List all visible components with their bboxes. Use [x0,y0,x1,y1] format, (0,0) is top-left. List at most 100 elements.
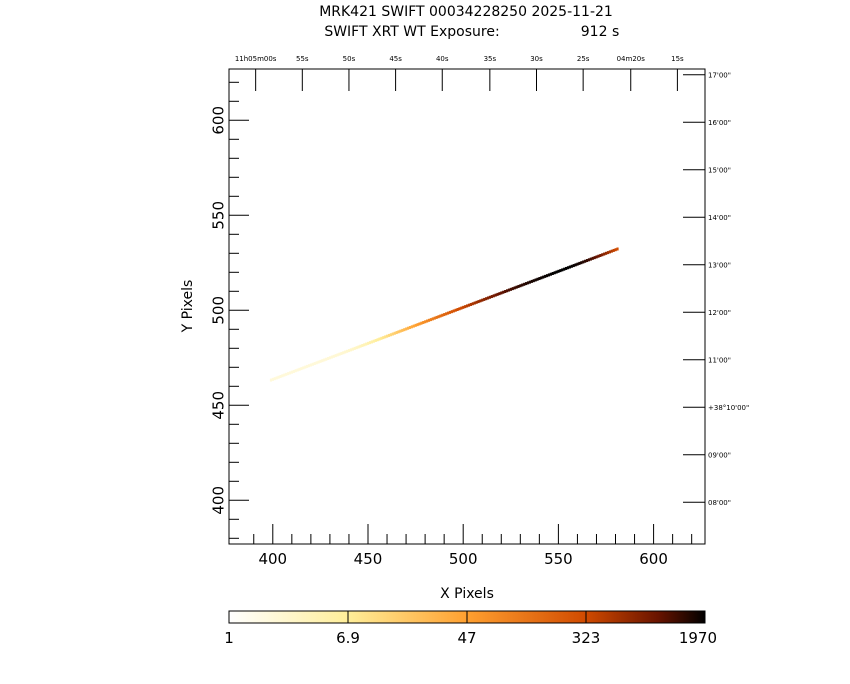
streak-pixel [507,288,511,292]
streak-pixel [557,269,560,273]
ra-tick-label: 11h05m00s [235,55,277,63]
streak-pixel [454,308,457,312]
streak-pixel [361,344,364,348]
streak-pixel [563,267,566,271]
streak-pixel [587,258,591,262]
streak-pixel [327,356,330,360]
streak-pixel [494,293,497,297]
streak-pixel [323,358,326,362]
streak-pixel [403,328,406,332]
streak-pixel [477,300,480,304]
streak-pixel [269,378,273,382]
streak-pixel [307,364,311,368]
streak-pixel [445,312,448,316]
streak-pixel [561,268,564,272]
streak-pixel [336,353,339,357]
streak-pixel [395,331,398,335]
streak-pixel [277,375,280,379]
streak-pixel [608,250,611,254]
streak-pixel [349,348,353,352]
streak-pixel [279,374,282,378]
streak-pixel [311,362,314,366]
y-tick-label: 600 [210,106,228,135]
ra-tick-label: 30s [530,55,543,63]
streak-pixel [340,351,343,355]
streak-pixel [576,262,579,266]
y-tick-label: 400 [210,486,228,515]
streak-pixel [359,344,362,348]
x-tick-label: 500 [449,550,478,568]
streak-pixel [593,256,596,260]
ra-tick-label: 35s [484,55,497,63]
colorbar-ticks: 1 6.9 47 323 1970 [224,611,717,647]
streak-pixel [525,282,528,286]
dec-tick-label: 11'00" [708,357,731,365]
streak-pixel [500,291,503,295]
streak-pixel [426,319,429,323]
streak-pixel [456,308,459,312]
streak-pixel [408,326,412,330]
dec-tick-label: 12'00" [708,309,731,317]
streak-pixel [565,266,568,270]
streak-pixel [290,370,294,374]
streak-pixel [422,320,425,324]
y-tick-label: 550 [210,201,228,230]
streak-pixel [523,282,526,286]
chart-title: MRK421 SWIFT 00034228250 2025-11-21 [319,4,613,20]
streak-pixel [572,264,575,268]
streak-pixel [391,332,394,336]
streak-pixel [502,290,505,294]
streak-pixel [545,274,549,278]
streak-pixel [374,338,377,342]
source-streak [269,247,619,382]
chart-subtitle-value: 912 s [581,24,619,40]
streak-pixel [330,355,334,359]
streak-pixel [606,251,610,255]
chart-subtitle-prefix: SWIFT XRT WT Exposure: [324,24,499,40]
streak-pixel [486,296,490,300]
streak-pixel [441,313,444,317]
streak-pixel [604,251,608,255]
streak-pixel [485,297,488,301]
streak-pixel [446,311,450,315]
streak-pixel [347,349,351,353]
streak-pixel [599,253,602,257]
streak-pixel [488,295,492,299]
streak-pixel [467,303,471,307]
streak-pixel [372,339,375,343]
streak-pixel [281,374,284,378]
streak-pixel [584,259,587,263]
streak-pixel [406,326,410,330]
streak-pixel [309,363,313,367]
dec-tick-label: 13'00" [708,262,731,270]
streak-pixel [610,249,613,253]
streak-pixel [544,274,547,278]
y-tick-label: 500 [210,296,228,325]
streak-pixel [528,280,532,284]
streak-pixel [448,310,452,314]
streak-pixel [405,327,408,331]
streak-pixel [553,271,556,275]
x-tick-label: 600 [639,550,668,568]
streak-pixel [414,323,417,327]
ra-tick-label: 40s [436,55,449,63]
streak-pixel [616,247,619,251]
streak-pixel [542,275,545,279]
streak-pixel [534,278,537,282]
streak-pixel [397,330,400,334]
streak-pixel [378,337,381,341]
streak-pixel [273,377,276,381]
streak-pixel [597,254,600,258]
streak-pixel [393,331,396,335]
streak-pixel [410,325,413,329]
x-axis-label: X Pixels [440,586,494,602]
x-tick-label: 550 [544,550,573,568]
streak-pixel [384,335,387,339]
streak-pixel [589,257,592,261]
streak-pixel [416,323,419,327]
streak-pixel [515,285,518,289]
streak-pixel [464,305,467,309]
streak-pixel [429,318,433,322]
streak-pixel [530,279,533,283]
